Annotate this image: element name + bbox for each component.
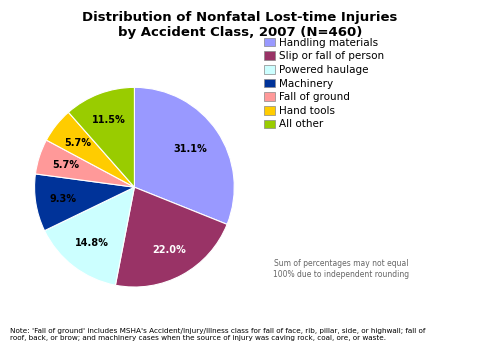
Text: 5.7%: 5.7% — [64, 138, 92, 148]
Wedge shape — [36, 140, 134, 187]
Text: 22.0%: 22.0% — [152, 245, 186, 255]
Text: 14.8%: 14.8% — [75, 238, 108, 248]
Text: Sum of percentages may not equal
100% due to independent rounding: Sum of percentages may not equal 100% du… — [273, 259, 409, 279]
Text: 11.5%: 11.5% — [92, 115, 126, 125]
Wedge shape — [69, 87, 134, 187]
Text: 5.7%: 5.7% — [52, 160, 80, 170]
Text: Note: 'Fall of ground' includes MSHA's Accident/Injury/Illness class for fall of: Note: 'Fall of ground' includes MSHA's A… — [10, 328, 425, 341]
Wedge shape — [47, 112, 134, 187]
Text: 31.1%: 31.1% — [174, 144, 207, 154]
Wedge shape — [115, 187, 227, 287]
Wedge shape — [45, 187, 134, 285]
Legend: Handling materials, Slip or fall of person, Powered haulage, Machinery, Fall of : Handling materials, Slip or fall of pers… — [264, 37, 384, 130]
Text: 9.3%: 9.3% — [50, 194, 77, 203]
Text: Distribution of Nonfatal Lost-time Injuries
by Accident Class, 2007 (N=460): Distribution of Nonfatal Lost-time Injur… — [82, 11, 398, 39]
Wedge shape — [35, 174, 134, 231]
Wedge shape — [134, 87, 234, 224]
